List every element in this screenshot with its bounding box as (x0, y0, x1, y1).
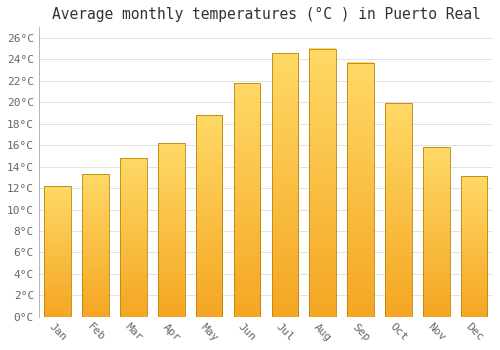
Bar (196, 115, 222, 317)
Bar (461, 176, 487, 317)
Bar (44, 186, 71, 317)
Bar (82, 174, 109, 317)
Bar (385, 103, 411, 317)
Bar (158, 143, 184, 317)
Bar (272, 53, 298, 317)
Bar (234, 83, 260, 317)
Bar (310, 49, 336, 317)
Bar (423, 147, 450, 317)
Bar (348, 63, 374, 317)
Bar (120, 158, 146, 317)
Title: Average monthly temperatures (°C ) in Puerto Real: Average monthly temperatures (°C ) in Pu… (52, 7, 480, 22)
